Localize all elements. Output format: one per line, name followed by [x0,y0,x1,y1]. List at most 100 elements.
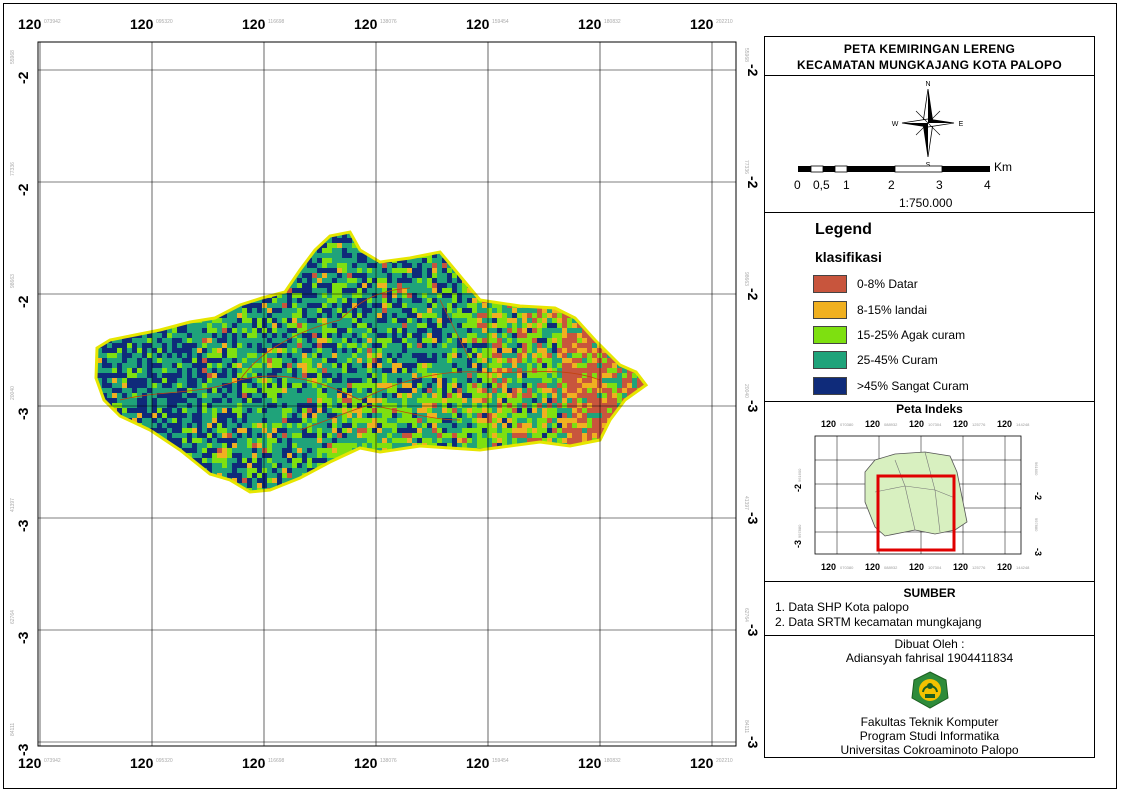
legend-swatch [813,275,847,293]
lat-label: -2 [15,295,31,308]
lon-sub-label: 095320 [156,19,173,25]
author-name: Adiansyah fahrisal 1904411834 [845,651,1014,665]
legend-label: 0-8% Datar [857,277,918,291]
scale-tick-4: 3 [936,178,943,192]
index-lat-label: -3 [793,540,803,548]
lat-label: -3 [745,736,761,749]
lat-label: -3 [15,519,31,532]
lat-sub-label: 62764 [743,608,749,622]
lat-label: -3 [15,743,31,756]
index-lon-sub: 070380 [840,565,854,570]
lat-sub-label: 77336 [743,160,749,174]
lat-sub-label: 41397 [743,496,749,510]
lat-label: -3 [745,400,761,413]
north-arrow-icon: N S E W [798,81,990,173]
lat-sub-label: 55968 [743,48,749,62]
index-lon-sub: 088932 [884,565,898,570]
lon-label: 120 [578,16,602,32]
map-frame [3,3,1117,789]
map-title-line1: PETA KEMIRINGAN LERENG [843,42,1016,56]
lon-sub-label: 138076 [380,19,397,25]
index-lon-sub: 070380 [840,422,854,427]
lon-sub-label: 180832 [604,19,621,25]
program-name: Program Studi Informatika [859,729,1000,743]
lon-label: 120 [690,16,714,32]
index-lon-label: 120 [821,562,836,572]
index-lon-sub: 125776 [972,422,986,427]
lon-label: 120 [130,755,154,771]
legend-title: Legend [815,221,872,238]
index-lat-label: -2 [793,484,803,492]
lon-label: 120 [18,755,42,771]
lat-sub-label: 41397 [10,498,16,512]
index-lon-label: 120 [865,562,880,572]
lon-label: 120 [690,755,714,771]
scale-tick-5: 4 [984,178,991,192]
legend-item: 25-45% Curam [813,350,938,370]
index-map: 120 120 120 120 120 120 120 120 120 120 … [793,419,1043,572]
lon-sub-label: 073942 [44,758,61,764]
legend-label: 15-25% Agak curam [857,328,966,342]
lon-label: 120 [578,755,602,771]
index-lon-sub: 144248 [1016,422,1030,427]
index-lon-sub: 125776 [972,565,986,570]
lat-label: -2 [745,176,761,189]
index-lon-label: 120 [865,419,880,429]
lon-sub-label: 095320 [156,758,173,764]
university-name: Universitas Cokroaminoto Palopo [840,743,1019,757]
source-title: SUMBER [903,586,956,600]
district-boundaries [119,287,601,431]
index-lon-label: 120 [821,419,836,429]
lon-sub-label: 202210 [716,19,733,25]
legend-swatch [813,301,847,319]
lat-label: -3 [15,631,31,644]
index-lon-sub: 107304 [928,422,942,427]
scale-unit: Km [994,160,1012,174]
lon-label: 120 [354,16,378,32]
index-lon-label: 120 [953,562,968,572]
source-item: 2. Data SRTM kecamatan mungkajang [775,615,982,629]
scale-tick-0: 0 [794,178,801,192]
map-title-line2: KECAMATAN MUNGKAJANG KOTA PALOPO [797,58,1062,72]
legend-item: 15-25% Agak curam [813,325,965,345]
lon-label: 120 [130,16,154,32]
scale-ratio: 1:750.000 [899,196,953,210]
legend-label: 25-45% Curam [857,353,938,367]
legend-swatch [813,377,847,395]
lon-sub-label: 073942 [44,19,61,25]
source-box: SUMBER 1. Data SHP Kota palopo 2. Data S… [764,582,1095,636]
index-lon-label: 120 [909,562,924,572]
lat-sub-label: 20040 [743,384,749,398]
index-lon-sub: 107304 [928,565,942,570]
index-lon-label: 120 [909,419,924,429]
lon-label: 120 [466,755,490,771]
lon-sub-label: 116698 [268,758,285,764]
lat-label: -2 [15,71,31,84]
source-item: 1. Data SHP Kota palopo [775,600,909,614]
scale-tick-2: 1 [843,178,850,192]
index-lat-label: -2 [1033,492,1043,500]
index-extent-box [876,474,956,552]
index-map-title: Peta Indeks [896,402,963,416]
lat-sub-label: 98663 [10,274,16,288]
legend-swatch [813,326,847,344]
title-box: PETA KEMIRINGAN LERENG KECAMATAN MUNGKAJ… [764,36,1095,76]
index-lon-sub: 144248 [1016,565,1030,570]
scale-tick-1: 0,5 [813,178,830,192]
legend-subtitle: klasifikasi [815,249,882,265]
compass-w: W [892,121,899,128]
lat-label: -2 [745,288,761,301]
lat-sub-label: 98663 [743,272,749,286]
lon-sub-label: 202210 [716,758,733,764]
legend-swatch [813,351,847,369]
index-lon-sub: 088932 [884,422,898,427]
credit-box: Dibuat Oleh : Adiansyah fahrisal 1904411… [764,636,1095,758]
index-lat-sub: 961600 [797,468,802,482]
lon-sub-label: 159454 [492,19,509,25]
lat-label: -2 [745,64,761,77]
scale-bar [798,165,990,173]
index-lon-label: 120 [953,419,968,429]
compass-e: E [959,121,964,128]
